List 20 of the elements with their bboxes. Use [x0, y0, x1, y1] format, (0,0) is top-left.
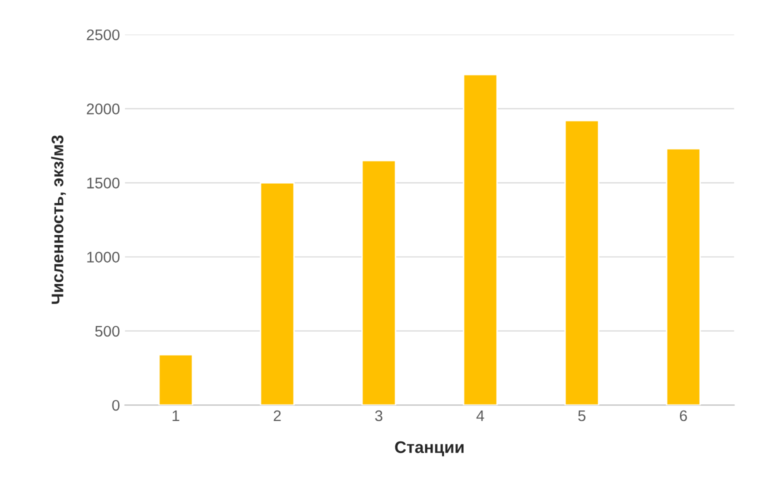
bar	[361, 160, 396, 406]
y-tick-label: 1000	[87, 252, 120, 263]
bar	[260, 182, 295, 406]
bar	[158, 354, 194, 406]
y-tick-label: 500	[95, 326, 120, 337]
x-tick-label: 1	[172, 410, 180, 422]
x-tick-label: 4	[476, 410, 484, 422]
y-tick-label: 2000	[86, 104, 120, 114]
y-tick-label: 2500	[86, 29, 120, 40]
bar	[564, 120, 600, 406]
x-tick-label: 5	[578, 410, 586, 422]
y-axis-title: Численность, экз/м3	[51, 135, 66, 304]
y-tick-label: 1500	[87, 178, 120, 188]
bar	[462, 74, 498, 406]
x-tick-label: 2	[274, 410, 281, 422]
x-tick-label: 3	[375, 410, 382, 422]
y-tick-label: 0	[112, 400, 120, 411]
bar	[666, 148, 701, 406]
x-tick-label: 6	[680, 410, 687, 422]
x-axis-title: Станции	[395, 441, 464, 456]
